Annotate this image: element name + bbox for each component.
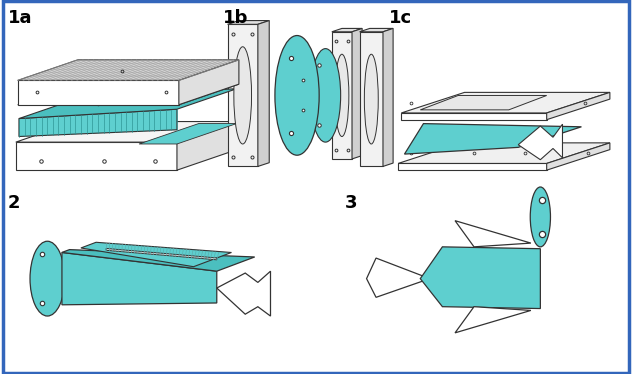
Polygon shape xyxy=(352,28,362,159)
Polygon shape xyxy=(62,249,255,271)
Polygon shape xyxy=(455,307,531,333)
Polygon shape xyxy=(18,84,239,105)
Polygon shape xyxy=(398,143,610,163)
Ellipse shape xyxy=(275,36,319,155)
Text: 2: 2 xyxy=(8,194,20,212)
Polygon shape xyxy=(360,32,383,166)
Polygon shape xyxy=(19,109,177,137)
Ellipse shape xyxy=(530,187,550,247)
Ellipse shape xyxy=(310,49,341,142)
Polygon shape xyxy=(404,123,581,154)
Polygon shape xyxy=(179,60,239,105)
Ellipse shape xyxy=(364,54,378,144)
Polygon shape xyxy=(19,89,237,119)
Polygon shape xyxy=(518,124,562,160)
Polygon shape xyxy=(367,258,430,297)
Polygon shape xyxy=(228,21,269,24)
Polygon shape xyxy=(420,247,540,309)
Polygon shape xyxy=(398,163,547,170)
Polygon shape xyxy=(547,92,610,120)
Polygon shape xyxy=(258,21,269,166)
Polygon shape xyxy=(81,242,231,267)
Polygon shape xyxy=(547,143,610,170)
Ellipse shape xyxy=(234,47,252,144)
Polygon shape xyxy=(62,252,217,305)
Polygon shape xyxy=(228,24,258,166)
Text: 3: 3 xyxy=(344,194,357,212)
Polygon shape xyxy=(16,142,177,170)
Polygon shape xyxy=(420,95,547,110)
Text: 1a: 1a xyxy=(8,9,32,27)
Polygon shape xyxy=(401,92,610,113)
Polygon shape xyxy=(177,122,237,170)
Polygon shape xyxy=(106,248,217,260)
Text: 1c: 1c xyxy=(389,9,412,27)
Polygon shape xyxy=(332,32,352,159)
Ellipse shape xyxy=(30,241,64,316)
Polygon shape xyxy=(217,271,270,316)
Polygon shape xyxy=(332,28,362,32)
Polygon shape xyxy=(139,123,237,144)
Polygon shape xyxy=(401,113,547,120)
Polygon shape xyxy=(360,28,393,32)
Polygon shape xyxy=(18,80,179,105)
Polygon shape xyxy=(455,221,531,247)
Text: 1b: 1b xyxy=(222,9,248,27)
Polygon shape xyxy=(16,122,237,142)
Ellipse shape xyxy=(335,54,349,137)
Polygon shape xyxy=(18,60,239,80)
Polygon shape xyxy=(383,28,393,166)
